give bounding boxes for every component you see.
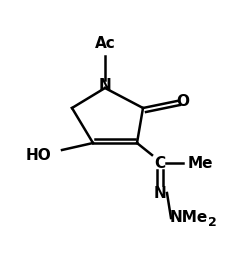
Text: O: O bbox=[176, 94, 189, 109]
Text: N: N bbox=[99, 78, 111, 94]
Text: Me: Me bbox=[187, 155, 213, 170]
Text: Ac: Ac bbox=[95, 36, 115, 50]
Text: NMe: NMe bbox=[170, 210, 208, 225]
Text: C: C bbox=[154, 155, 166, 170]
Text: HO: HO bbox=[25, 149, 51, 164]
Text: N: N bbox=[154, 185, 166, 200]
Text: 2: 2 bbox=[208, 215, 216, 229]
